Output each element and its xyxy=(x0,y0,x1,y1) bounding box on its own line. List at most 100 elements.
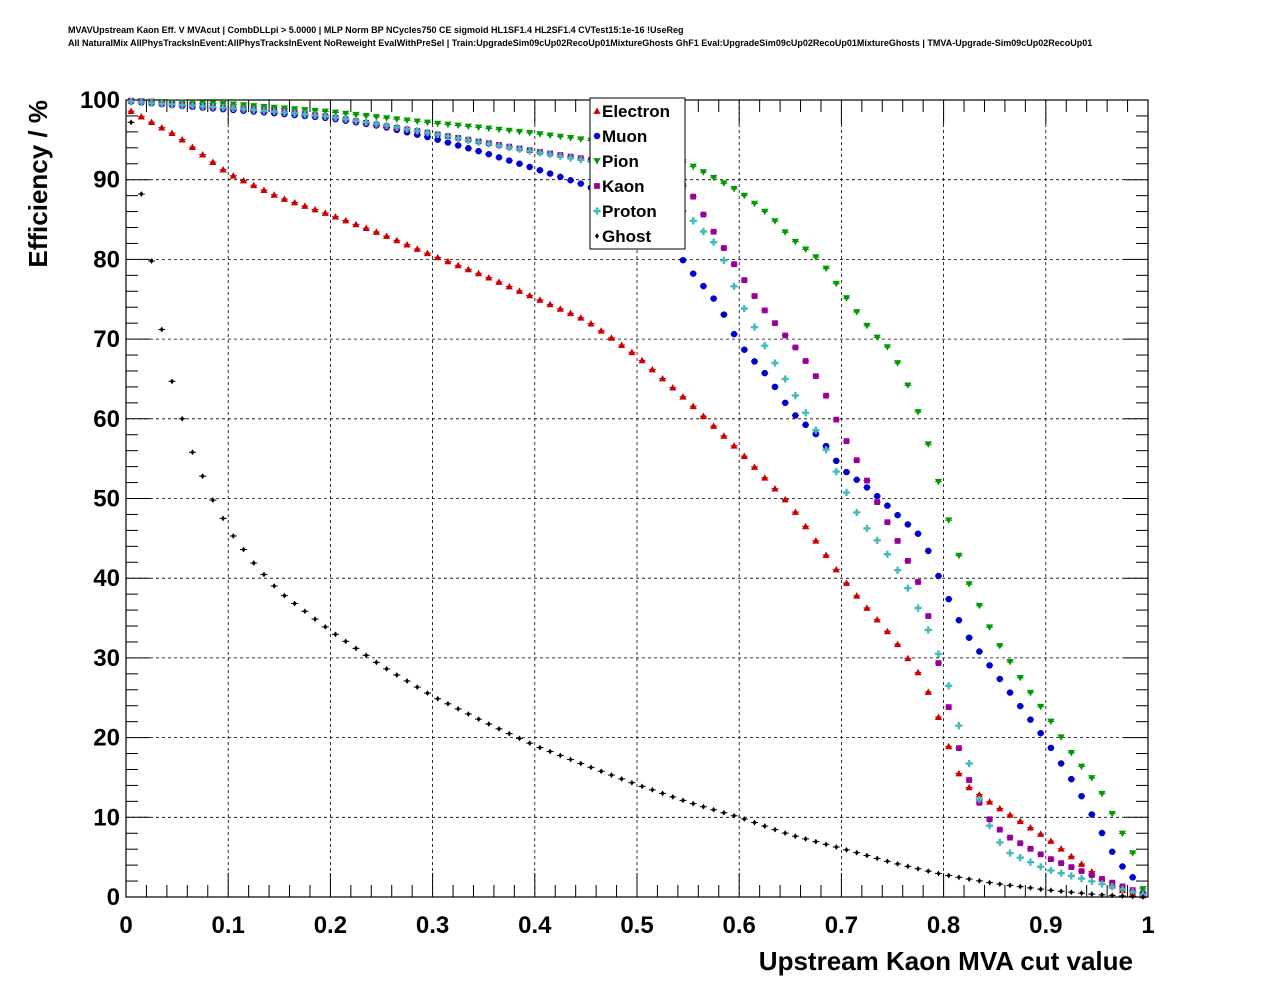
point-kaon xyxy=(904,557,911,564)
point-proton xyxy=(291,109,299,117)
point-electron xyxy=(904,654,912,662)
point-muon xyxy=(976,648,983,655)
point-ghost xyxy=(241,546,246,553)
point-pion xyxy=(239,102,248,109)
point-pion xyxy=(301,107,309,114)
point-electron xyxy=(423,249,432,257)
point-ghost xyxy=(1059,888,1064,895)
point-pion xyxy=(556,133,564,141)
point-muon xyxy=(965,634,973,641)
point-ghost xyxy=(394,672,399,678)
point-ghost xyxy=(772,826,777,833)
point-proton xyxy=(556,152,564,160)
point-ghost xyxy=(660,790,665,797)
y-tick-label: 70 xyxy=(93,326,120,353)
point-proton xyxy=(147,99,156,107)
point-pion xyxy=(740,192,748,200)
point-pion xyxy=(403,117,411,124)
point-electron xyxy=(566,309,575,317)
point-pion xyxy=(1129,850,1137,857)
point-electron xyxy=(924,688,932,695)
point-pion xyxy=(842,295,851,302)
point-kaon xyxy=(853,457,860,464)
point-electron xyxy=(199,150,207,158)
point-proton xyxy=(1016,854,1024,862)
point-ghost xyxy=(946,872,951,879)
point-pion xyxy=(812,254,820,261)
legend-box xyxy=(589,97,686,250)
point-pion xyxy=(689,163,697,171)
point-electron xyxy=(485,273,493,281)
point-ghost xyxy=(681,797,685,804)
point-pion xyxy=(464,123,472,131)
point-proton xyxy=(1108,883,1116,891)
point-muon xyxy=(833,457,840,465)
point-muon xyxy=(1129,874,1136,881)
point-ghost xyxy=(752,819,757,826)
point-kaon xyxy=(812,373,819,380)
point-ghost xyxy=(231,533,236,539)
point-proton xyxy=(434,130,442,139)
point-ghost xyxy=(956,874,961,881)
point-ghost xyxy=(517,735,522,742)
point-ghost xyxy=(149,258,154,264)
point-kaon xyxy=(996,826,1003,833)
point-ghost xyxy=(691,800,696,807)
point-proton xyxy=(894,566,902,574)
point-electron xyxy=(158,124,166,131)
point-muon xyxy=(577,180,585,187)
point-proton xyxy=(403,125,411,133)
point-kaon xyxy=(894,538,901,544)
point-muon xyxy=(557,173,564,181)
point-ghost xyxy=(302,608,307,615)
x-tick-label: 0.2 xyxy=(314,912,347,939)
point-proton xyxy=(331,113,340,122)
point-muon xyxy=(495,154,503,161)
point-muon xyxy=(1078,792,1085,800)
point-proton xyxy=(924,626,932,634)
point-pion xyxy=(863,322,871,330)
point-proton xyxy=(1098,880,1106,888)
point-muon xyxy=(894,511,901,519)
point-muon xyxy=(1057,760,1065,767)
point-kaon xyxy=(945,704,952,710)
point-pion xyxy=(393,116,401,123)
point-pion xyxy=(1026,689,1035,697)
point-muon xyxy=(526,163,533,171)
point-electron xyxy=(331,213,340,220)
point-proton xyxy=(526,147,534,155)
point-ghost xyxy=(374,659,379,666)
point-pion xyxy=(750,200,759,208)
point-pion xyxy=(1037,703,1045,711)
point-pion xyxy=(802,246,810,254)
point-electron xyxy=(679,393,687,400)
point-pion xyxy=(546,132,554,139)
point-muon xyxy=(1108,848,1116,856)
point-electron xyxy=(188,143,197,150)
point-pion xyxy=(321,108,329,116)
point-proton xyxy=(505,143,513,152)
x-tick-label: 0.6 xyxy=(723,912,756,939)
point-proton xyxy=(209,103,217,111)
point-electron xyxy=(1077,860,1086,867)
point-electron xyxy=(996,804,1004,812)
point-electron xyxy=(546,300,554,308)
point-ghost xyxy=(977,877,982,884)
point-electron xyxy=(781,495,789,503)
point-electron xyxy=(802,522,810,530)
point-proton xyxy=(985,822,994,830)
point-proton xyxy=(761,342,769,350)
point-proton xyxy=(137,98,145,106)
point-proton xyxy=(955,722,963,730)
point-ghost xyxy=(1018,883,1023,890)
point-pion xyxy=(955,552,963,560)
point-proton xyxy=(168,100,176,109)
point-kaon xyxy=(761,307,768,314)
header-line-1: MVAVUpstream Kaon Eff. V MVAcut | CombDL… xyxy=(68,25,684,35)
point-electron xyxy=(771,485,779,492)
point-pion xyxy=(526,130,534,137)
point-pion xyxy=(904,382,912,389)
point-proton xyxy=(904,584,912,592)
point-kaon xyxy=(1078,868,1085,874)
